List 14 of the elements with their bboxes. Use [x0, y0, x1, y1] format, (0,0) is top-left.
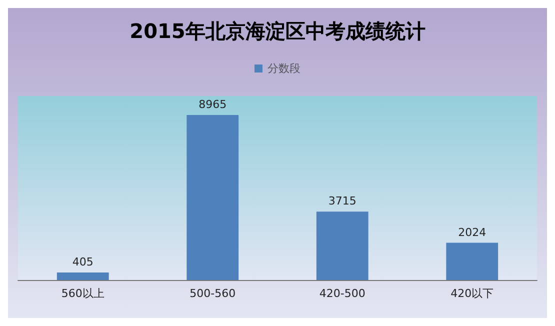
- chart-title: 2015年北京海淀区中考成绩统计: [130, 19, 426, 43]
- legend-label: 分数段: [268, 62, 300, 75]
- data-label: 405: [72, 256, 94, 269]
- bar: [316, 212, 368, 280]
- data-label: 3715: [328, 194, 356, 208]
- x-tick-label: 500-560: [190, 287, 236, 300]
- x-tick-label: 420-500: [319, 287, 366, 300]
- x-tick-label: 560以上: [61, 287, 104, 300]
- x-tick-label: 420以下: [450, 287, 494, 300]
- bar: [186, 115, 239, 280]
- data-label: 8965: [198, 98, 227, 112]
- data-label: 2024: [458, 226, 486, 239]
- bar: [56, 272, 109, 280]
- bar: [446, 242, 498, 280]
